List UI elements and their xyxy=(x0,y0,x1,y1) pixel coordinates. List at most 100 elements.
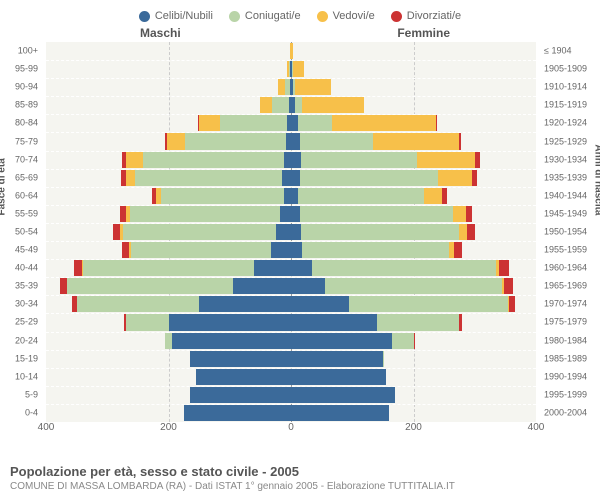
bar-segment xyxy=(291,242,302,258)
bar-segment xyxy=(184,405,291,421)
bar-segment xyxy=(301,224,459,240)
legend-dot xyxy=(391,11,402,22)
female-bar xyxy=(291,333,536,349)
bar-segment xyxy=(77,296,200,312)
birth-year-label: 1965-1969 xyxy=(544,282,587,291)
male-bar xyxy=(46,170,291,186)
birth-year-label: 1930-1934 xyxy=(544,155,587,164)
male-bar xyxy=(46,351,291,367)
birth-year-label: 1935-1939 xyxy=(544,173,587,182)
male-bar xyxy=(46,242,291,258)
female-bar xyxy=(291,260,536,276)
bar-segment xyxy=(291,296,349,312)
female-label: Femmine xyxy=(397,26,450,40)
male-bar xyxy=(46,278,291,294)
bar-segment xyxy=(190,387,291,403)
age-label: 90-94 xyxy=(15,83,38,92)
bar-segment xyxy=(135,170,282,186)
legend-item: Coniugati/e xyxy=(229,10,301,22)
legend-dot xyxy=(317,11,328,22)
female-bar xyxy=(291,97,536,113)
bar-segment xyxy=(300,133,374,149)
age-label: 50-54 xyxy=(15,228,38,237)
birth-year-label: 1975-1979 xyxy=(544,318,587,327)
legend-label: Vedovi/e xyxy=(333,10,375,22)
bar-segment xyxy=(83,260,255,276)
bar-segment xyxy=(233,278,291,294)
female-bar xyxy=(291,79,536,95)
female-bar xyxy=(291,115,536,131)
birth-year-label: 1940-1944 xyxy=(544,191,587,200)
bar-segment xyxy=(199,296,291,312)
age-label: 95-99 xyxy=(15,65,38,74)
bar-segment xyxy=(291,314,377,330)
pyramid-row xyxy=(46,259,536,277)
plot-area xyxy=(46,42,536,422)
birth-year-label: 1990-1994 xyxy=(544,372,587,381)
chart-area: Fasce di età Anni di nascita 100+95-9990… xyxy=(0,42,600,437)
male-bar xyxy=(46,188,291,204)
x-tick: 200 xyxy=(405,422,422,433)
age-label: 55-59 xyxy=(15,209,38,218)
female-bar xyxy=(291,170,536,186)
age-label: 65-69 xyxy=(15,173,38,182)
pyramid-row xyxy=(46,114,536,132)
birth-year-label: 2000-2004 xyxy=(544,408,587,417)
bar-segment xyxy=(467,224,474,240)
bar-segment xyxy=(453,206,466,222)
legend-label: Celibi/Nubili xyxy=(155,10,213,22)
bar-segment xyxy=(300,170,438,186)
birth-year-label: 1985-1989 xyxy=(544,354,587,363)
pyramid-row xyxy=(46,132,536,150)
male-bar xyxy=(46,260,291,276)
pyramid-row xyxy=(46,350,536,368)
bar-segment xyxy=(126,170,136,186)
bar-segment xyxy=(302,97,364,113)
birth-year-label: ≤ 1904 xyxy=(544,47,571,56)
pyramid-row xyxy=(46,241,536,259)
birth-year-label: 1960-1964 xyxy=(544,264,587,273)
pyramid-row xyxy=(46,187,536,205)
age-label: 85-89 xyxy=(15,101,38,110)
female-bar xyxy=(291,351,536,367)
birth-year-label: 1995-1999 xyxy=(544,390,587,399)
bar-segment xyxy=(291,115,298,131)
birth-year-label: 1915-1919 xyxy=(544,101,587,110)
bar-segment xyxy=(284,152,291,168)
bar-segment xyxy=(332,115,436,131)
male-bar xyxy=(46,61,291,77)
bar-segment xyxy=(278,79,285,95)
bar-segment xyxy=(130,206,280,222)
y-axis-left: 100+95-9990-9485-8980-8475-7970-7465-696… xyxy=(0,42,42,422)
bar-segment xyxy=(300,206,453,222)
age-label: 20-24 xyxy=(15,336,38,345)
age-label: 10-14 xyxy=(15,372,38,381)
age-label: 30-34 xyxy=(15,300,38,309)
female-bar xyxy=(291,43,536,59)
bar-segment xyxy=(459,133,461,149)
bar-segment xyxy=(459,314,461,330)
pyramid-row xyxy=(46,368,536,386)
bar-segment xyxy=(325,278,503,294)
male-bar xyxy=(46,314,291,330)
bar-segment xyxy=(122,242,129,258)
bar-segment xyxy=(131,242,272,258)
x-axis: 4002000200400 xyxy=(46,422,536,437)
birth-year-label: 1970-1974 xyxy=(544,300,587,309)
chart-subtitle: COMUNE DI MASSA LOMBARDA (RA) - Dati IST… xyxy=(10,481,590,492)
bar-segment xyxy=(472,170,478,186)
bar-segment xyxy=(185,133,286,149)
birth-year-label: 1980-1984 xyxy=(544,336,587,345)
bar-segment xyxy=(298,115,332,131)
legend-dot xyxy=(139,11,150,22)
legend-label: Divorziati/e xyxy=(407,10,461,22)
pyramid-row xyxy=(46,60,536,78)
male-bar xyxy=(46,152,291,168)
pyramid-row xyxy=(46,78,536,96)
pyramid-row xyxy=(46,96,536,114)
bar-segment xyxy=(291,43,293,59)
male-bar xyxy=(46,43,291,59)
chart-title: Popolazione per età, sesso e stato civil… xyxy=(10,464,590,479)
bar-segment xyxy=(126,314,169,330)
age-label: 80-84 xyxy=(15,119,38,128)
